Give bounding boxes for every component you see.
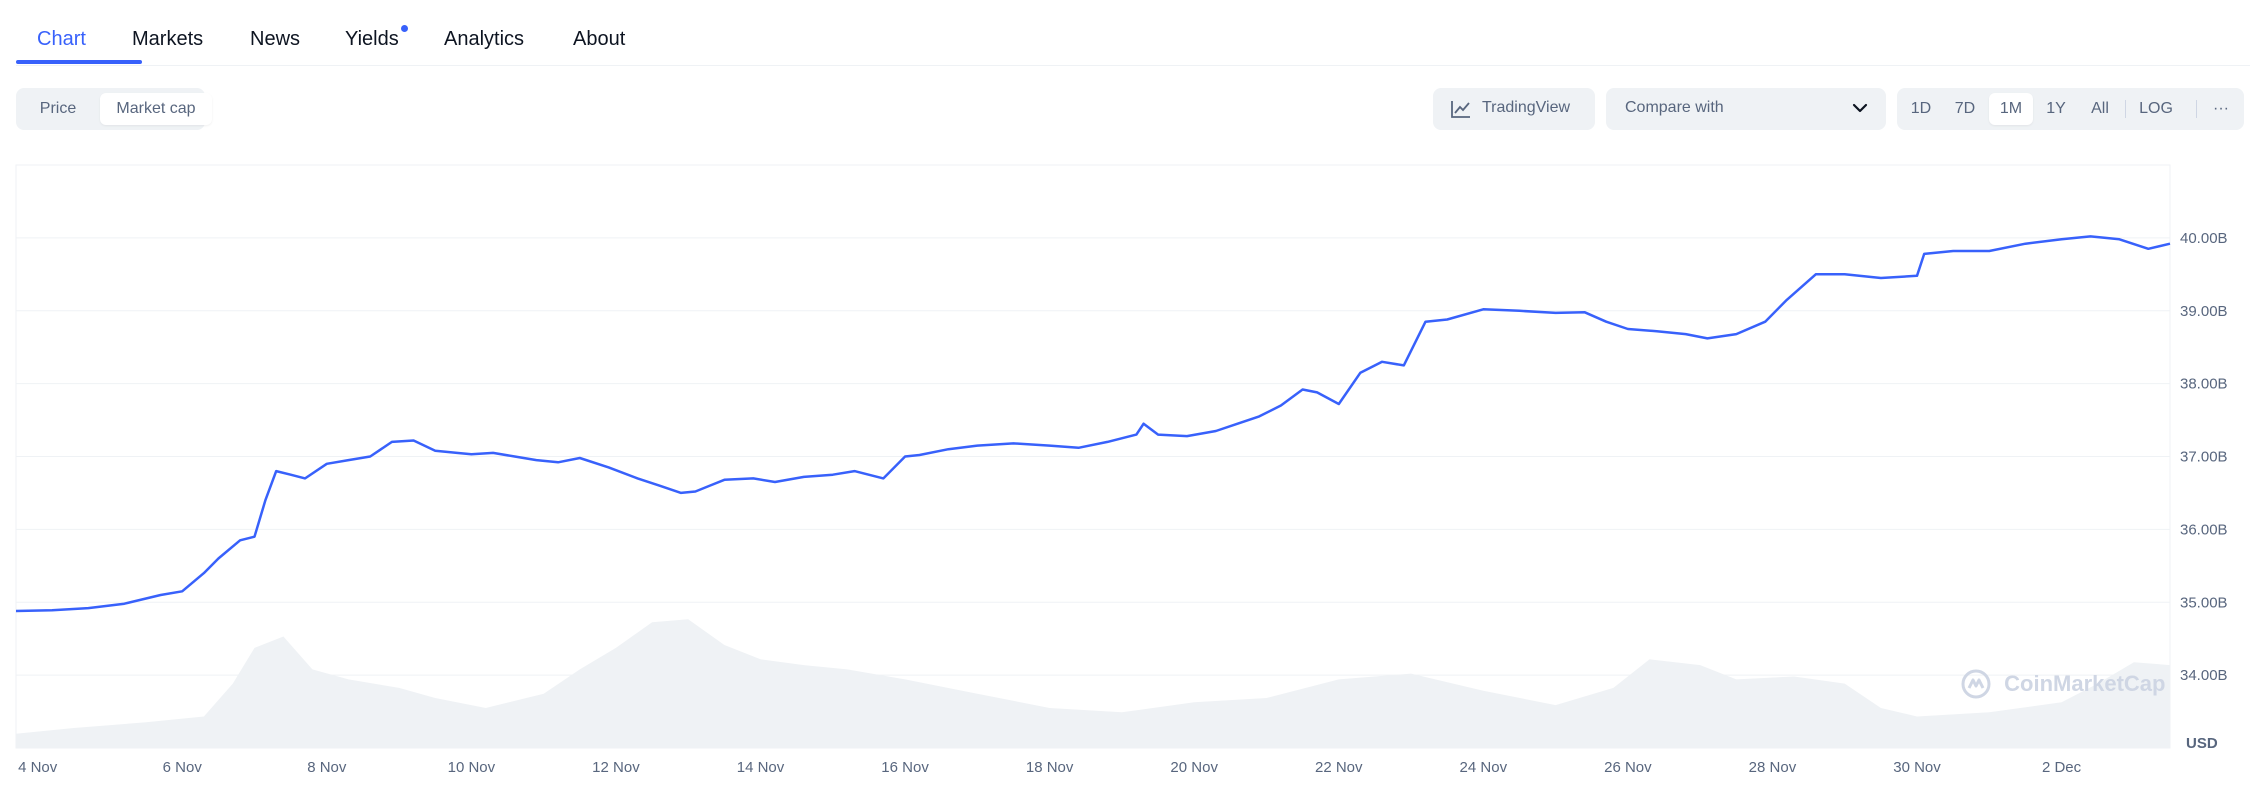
tab-chart[interactable]: Chart xyxy=(37,28,86,50)
x-tick-label: 20 Nov xyxy=(1170,759,1218,776)
x-tick-label: 22 Nov xyxy=(1315,759,1363,776)
tab-news[interactable]: News xyxy=(250,28,301,50)
watermark: CoinMarketCap xyxy=(1960,668,2165,700)
x-tick-label: 10 Nov xyxy=(448,759,496,776)
x-tick-label: 14 Nov xyxy=(737,759,785,776)
watermark-label: CoinMarketCap xyxy=(2004,671,2166,696)
range-all-button[interactable]: All xyxy=(2091,100,2109,117)
x-axis: 4 Nov 6 Nov 8 Nov 10 Nov 12 Nov 14 Nov 16 Nov 1… xyxy=(18,759,2082,776)
x-tick-label: 4 Nov xyxy=(18,759,58,776)
x-tick-label: 26 Nov xyxy=(1604,759,1652,776)
x-tick-label: 24 Nov xyxy=(1460,759,1508,776)
range-7d-button[interactable]: 7D xyxy=(1954,100,1976,117)
tab-yields-label: Yields xyxy=(345,28,399,50)
market-cap-chart[interactable]: 40.00B 39.00B 38.00B 37.00B 36.00B 35.00B 34.0… xyxy=(0,150,2250,797)
tab-bar: Chart Markets News Yields Analytics Abou… xyxy=(16,0,2250,66)
market-cap-toggle-button[interactable]: Market cap xyxy=(100,93,212,125)
chart-area[interactable]: 40.00B 39.00B 38.00B 37.00B 36.00B 35.00B 34.0… xyxy=(0,150,2250,797)
x-tick-label: 2 Dec xyxy=(2042,759,2082,776)
active-tab-indicator xyxy=(16,60,142,64)
line-chart-icon xyxy=(1451,101,1470,118)
price-line-layer xyxy=(15,235,2171,613)
market-cap-line xyxy=(15,235,2171,613)
y-tick-label: 39.00B xyxy=(2180,303,2228,320)
tab-markets[interactable]: Markets xyxy=(132,28,204,50)
notification-dot xyxy=(400,25,408,32)
tab-analytics[interactable]: Analytics xyxy=(444,28,525,50)
grid-lines xyxy=(16,237,2170,676)
range-selector: 1D 7D 1M 1Y All LOG ··· xyxy=(1897,88,2244,130)
x-tick-label: 18 Nov xyxy=(1026,759,1074,776)
tradingview-button[interactable]: TradingView xyxy=(1433,88,1595,130)
compare-with-select[interactable]: Compare with xyxy=(1606,88,1886,130)
range-1d-button[interactable]: 1D xyxy=(1910,100,1932,117)
tab-about[interactable]: About xyxy=(573,28,626,50)
divider xyxy=(2196,100,2197,118)
compare-with-label: Compare with xyxy=(1625,99,1724,116)
x-tick-label: 30 Nov xyxy=(1893,759,1941,776)
price-toggle-button[interactable]: Price xyxy=(39,100,77,117)
log-scale-button[interactable]: LOG xyxy=(2139,100,2173,117)
tab-yields[interactable]: Yields xyxy=(345,25,408,51)
range-1m-button[interactable]: 1M xyxy=(1989,93,2033,125)
x-tick-label: 16 Nov xyxy=(881,759,929,776)
x-tick-label: 28 Nov xyxy=(1749,759,1797,776)
x-tick-label: 8 Nov xyxy=(307,759,347,776)
y-tick-label: 37.00B xyxy=(2180,449,2228,466)
y-tick-label: 34.00B xyxy=(2180,667,2228,684)
divider xyxy=(2125,100,2126,118)
x-tick-label: 6 Nov xyxy=(163,759,203,776)
chevron-down-icon xyxy=(1852,103,1868,113)
y-tick-label: 35.00B xyxy=(2180,594,2228,611)
more-options-button[interactable]: ··· xyxy=(2213,100,2229,117)
tradingview-label: TradingView xyxy=(1482,99,1571,116)
range-1y-button[interactable]: 1Y xyxy=(2046,100,2066,117)
y-tick-label: 38.00B xyxy=(2180,376,2228,393)
volume-area xyxy=(16,619,2170,748)
view-toggle: Price Market cap xyxy=(16,88,212,130)
y-tick-label: 36.00B xyxy=(2180,521,2228,538)
x-tick-label: 12 Nov xyxy=(592,759,640,776)
y-tick-label: 40.00B xyxy=(2180,230,2228,247)
y-axis: 40.00B 39.00B 38.00B 37.00B 36.00B 35.00B 34.0… xyxy=(2180,230,2228,684)
currency-label: USD xyxy=(2186,735,2218,752)
volume-layer xyxy=(16,619,2170,748)
coinmarketcap-logo-icon xyxy=(1961,669,1991,699)
